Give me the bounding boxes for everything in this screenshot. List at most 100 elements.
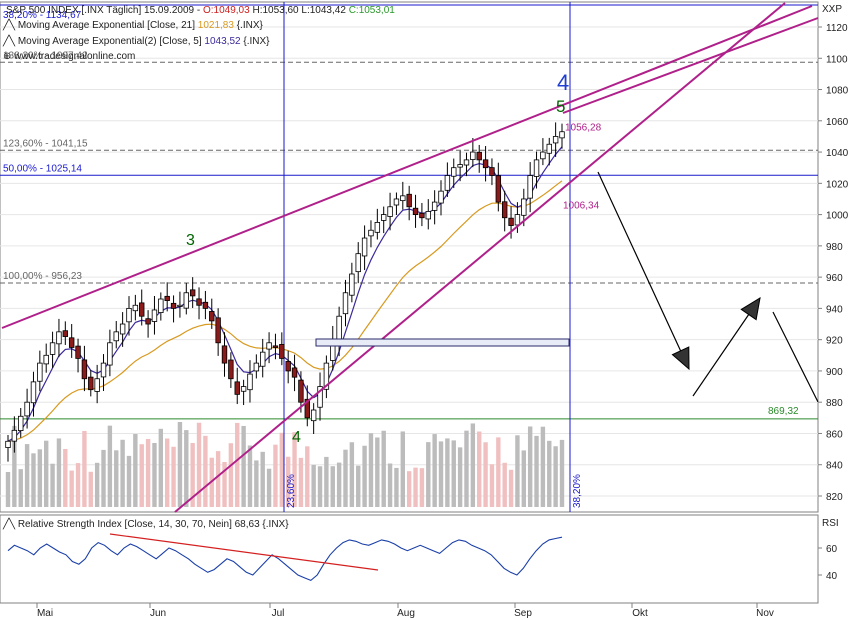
candle-up <box>113 331 119 342</box>
time-axis-label: Aug <box>397 608 415 619</box>
candle-up <box>559 131 565 139</box>
candle-down <box>145 318 151 325</box>
ema5-suffix: {.INX} <box>243 36 270 47</box>
volume-bars <box>5 422 565 507</box>
candle-down <box>139 302 145 317</box>
volume-bar <box>457 447 463 507</box>
candle-down <box>304 398 310 419</box>
candle-up <box>546 143 552 154</box>
candle-up <box>438 190 444 204</box>
volume-bar <box>540 426 546 507</box>
price-tick-label: 1000 <box>826 211 849 222</box>
price-tick-label: 840 <box>826 461 843 472</box>
ema21-value: 1021,83 <box>198 20 235 31</box>
candle-down <box>202 301 209 309</box>
down-arrow-head <box>671 346 690 371</box>
candle-down <box>221 345 228 364</box>
volume-bar <box>387 463 393 507</box>
volume-bar <box>464 430 469 507</box>
volume-bar <box>400 431 406 507</box>
volume-bar <box>228 443 234 507</box>
price-tick-label: 900 <box>826 367 843 378</box>
rsi-tick-label: 60 <box>826 544 838 555</box>
fib-level-label: 50,00% - 1025,14 <box>3 163 82 174</box>
volume-bar <box>368 433 374 507</box>
candle-down <box>285 361 291 372</box>
volume-bar <box>324 456 329 507</box>
candle-down <box>228 359 234 380</box>
candle-up <box>260 351 266 367</box>
volume-bar <box>50 463 55 507</box>
candle-down <box>412 207 419 215</box>
candle-up <box>451 167 457 177</box>
price-annotation: 1006,34 <box>563 201 600 212</box>
volume-bar <box>184 430 189 507</box>
candle-up <box>381 214 387 221</box>
candle-up <box>374 222 381 233</box>
volume-bar <box>44 440 49 507</box>
line-icon: ╱╲ <box>2 34 16 47</box>
candle-down <box>406 193 412 208</box>
fibonacci-levels: 138,20% - 1097,42 123,60% - 1041,15 50,00%… <box>0 2 818 512</box>
volume-bar <box>215 451 221 507</box>
volume-bar <box>196 422 202 507</box>
volume-bar <box>419 468 425 507</box>
candle-down <box>164 295 170 301</box>
volume-bar <box>133 433 138 507</box>
candle-up <box>247 373 253 391</box>
candle-up <box>132 304 139 312</box>
candle-down <box>88 376 94 391</box>
fib-level-label: 123,60% - 1041,15 <box>3 138 88 149</box>
website-label: www.tradesignalonline.com <box>13 51 135 62</box>
volume-bar <box>190 443 195 507</box>
price-annotation: 1056,28 <box>565 123 602 134</box>
volume-bar <box>247 445 253 507</box>
volume-bar <box>521 450 526 507</box>
candle-up <box>158 298 164 313</box>
up-arrow-head <box>740 296 761 321</box>
line-icon: ╱╲ <box>2 517 16 530</box>
gap-box <box>315 338 570 347</box>
volume-bar <box>5 472 11 507</box>
volume-bar <box>362 445 367 507</box>
price-tick-label: 960 <box>826 273 843 284</box>
candle-up <box>37 362 43 382</box>
volume-bar <box>158 428 164 507</box>
volume-bar <box>120 439 125 507</box>
volume-bar <box>107 425 113 507</box>
fib-level-label: 100,00% - 956,23 <box>3 271 82 282</box>
candle-up <box>100 362 107 378</box>
volume-bar <box>438 441 444 507</box>
candle-up <box>361 237 368 257</box>
volume-bar <box>483 442 488 507</box>
channel-lower-line <box>174 2 786 513</box>
candle-up <box>310 409 317 422</box>
wave-label: 3 <box>186 232 195 249</box>
volume-bar <box>502 462 507 507</box>
candle-up <box>126 307 132 323</box>
candle-up <box>56 331 62 345</box>
rsi-title: ╱╲ Relative Strength Index [Close, 14, 3… <box>2 517 289 530</box>
fib-vertical-label: 38,20% <box>572 474 583 508</box>
volume-bar <box>279 432 285 507</box>
candle-up <box>11 429 18 442</box>
volume-bar <box>349 442 355 507</box>
volume-bar <box>164 438 170 507</box>
price-tick-label: 1100 <box>826 54 848 65</box>
candle-up <box>151 309 158 322</box>
volume-bar <box>82 430 87 507</box>
volume-bar <box>18 469 23 507</box>
candle-up <box>463 159 470 166</box>
rsi-axis-symbol: RSI <box>822 518 839 529</box>
volume-bar <box>553 446 558 507</box>
volume-bar <box>375 437 380 507</box>
wave-label: 4 <box>292 429 301 446</box>
candle-down <box>279 344 285 359</box>
candle-up <box>240 386 247 392</box>
candle-down <box>75 345 81 359</box>
fib-level-label: 138,20% - 1097,42 <box>3 50 88 61</box>
volume-bar <box>56 438 62 507</box>
time-axis-label: Mai <box>37 608 53 619</box>
volume-bar <box>432 434 437 507</box>
candle-up <box>387 206 393 217</box>
